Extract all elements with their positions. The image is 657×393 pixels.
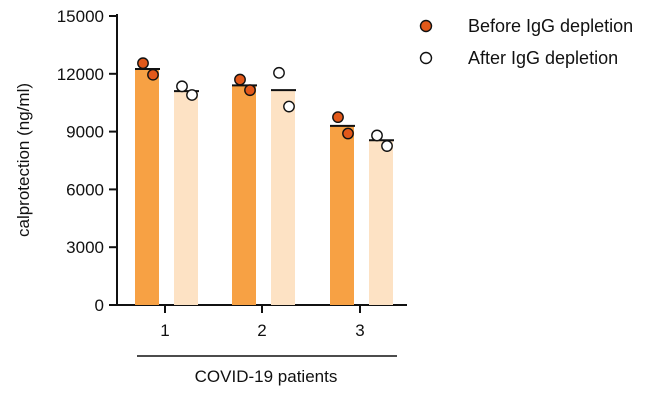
axes: 0 3000 6000 9000 12000 15000 calprotection (ng… <box>14 7 407 315</box>
y-tick-label: 9000 <box>66 123 104 142</box>
bar <box>232 85 256 305</box>
y-tick-label: 12000 <box>57 65 104 84</box>
legend-marker <box>419 51 433 65</box>
legend-label: After IgG depletion <box>468 48 618 68</box>
data-point <box>176 80 188 93</box>
data-point <box>332 111 344 124</box>
y-tick-label: 6000 <box>66 180 104 199</box>
y-tick-label: 0 <box>95 296 104 315</box>
y-tick-label: 15000 <box>57 7 104 26</box>
y-axis-label: calprotection (ng/ml) <box>14 83 33 237</box>
data-point <box>371 129 383 142</box>
legend-label: Before IgG depletion <box>468 16 633 36</box>
bar <box>330 125 354 305</box>
x-tick-label: 3 <box>355 321 364 340</box>
x-ticks: 1 2 3 COVID-19 patients <box>137 305 397 386</box>
x-tick-label: 2 <box>257 321 266 340</box>
legend: Before IgG depletion After IgG depletion <box>419 16 633 68</box>
bar <box>271 90 295 305</box>
data-point <box>273 66 285 79</box>
x-axis-label: COVID-19 patients <box>195 367 338 386</box>
data-point <box>234 73 246 86</box>
bar <box>174 91 198 305</box>
data-point <box>147 68 159 81</box>
data-point <box>381 140 393 152</box>
data-point <box>342 127 354 140</box>
bars <box>135 67 394 305</box>
data-point <box>137 57 149 70</box>
data-point <box>283 100 295 113</box>
bar <box>135 68 159 305</box>
y-tick-label: 3000 <box>66 238 104 257</box>
data-points <box>137 57 393 152</box>
data-point <box>244 84 256 97</box>
bar <box>369 140 393 305</box>
data-point <box>186 89 198 101</box>
x-tick-label: 1 <box>160 321 169 340</box>
legend-marker <box>419 19 433 33</box>
